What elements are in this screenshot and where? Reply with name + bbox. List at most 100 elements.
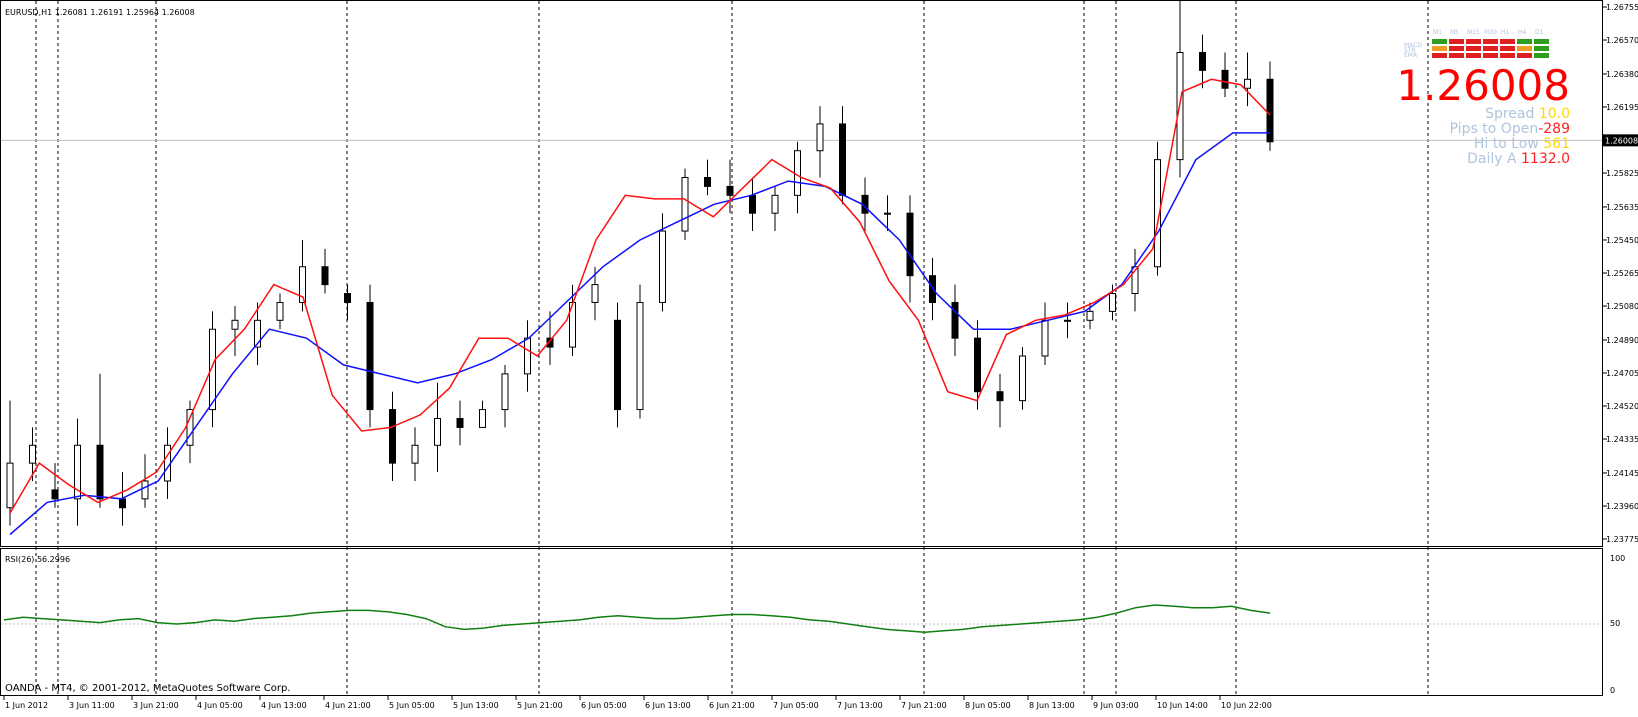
candle-body <box>1019 355 1026 402</box>
price-tick-label: 1.25265 <box>1606 269 1638 278</box>
candle-body <box>1109 293 1116 312</box>
candle-body <box>411 444 419 464</box>
current-price-tag-label: 1.26008 <box>1605 136 1638 145</box>
time-tick-label: 8 Jun 13:00 <box>1029 701 1075 710</box>
time-tick-label: 1 Jun 2012 <box>5 701 48 710</box>
price-tick-label: 1.25450 <box>1606 236 1638 245</box>
dashboard-cell <box>1517 39 1532 44</box>
price-tick-label: 1.26195 <box>1606 103 1638 112</box>
price-tick-label: 1.23960 <box>1606 502 1638 511</box>
candle-body <box>1086 310 1094 321</box>
candle-body <box>614 319 621 411</box>
chart-header: EURUSD,H1 1.26081 1.26191 1.25964 1.2600… <box>5 8 195 17</box>
candle-body <box>1199 52 1206 71</box>
dashboard-cell <box>1483 53 1498 58</box>
candle-body <box>389 409 396 464</box>
candle-body <box>1244 78 1251 89</box>
hi-to-low-readout: Hi to Low 561 <box>1474 136 1570 152</box>
big-price: 1.26008 <box>1396 61 1570 110</box>
dashboard-row-label: EMA <box>1404 52 1418 59</box>
dashboard-cell <box>1449 46 1464 51</box>
candle-body <box>681 176 689 232</box>
candle-body <box>749 194 756 214</box>
candle-body <box>524 337 531 375</box>
candle-body <box>1064 319 1071 322</box>
copyright-text: OANDA - MT4, © 2001-2012, MetaQuotes Sof… <box>5 683 290 694</box>
dashboard-cell <box>1500 53 1515 58</box>
dashboard-row-label: STR <box>1404 47 1416 54</box>
time-tick-label: 10 Jun 14:00 <box>1157 701 1208 710</box>
price-tick-label: 1.26570 <box>1606 36 1638 45</box>
candle-body <box>771 194 779 214</box>
candle-body <box>659 230 666 303</box>
spread-readout: Spread 10.0 <box>1485 106 1570 122</box>
dashboard-cell <box>1500 46 1515 51</box>
candle-body <box>456 417 464 428</box>
candle-body <box>996 391 1004 402</box>
main-panel-frame <box>0 0 1603 547</box>
candle-body <box>1221 69 1229 89</box>
dashboard-timeframe: D1 <box>1535 29 1544 36</box>
time-tick-label: 3 Jun 21:00 <box>133 701 179 710</box>
price-tick-label: 1.26380 <box>1606 70 1638 79</box>
candle-body <box>231 319 239 330</box>
time-tick-label: 10 Jun 22:00 <box>1221 701 1272 710</box>
rsi-panel-frame <box>0 548 1603 696</box>
time-tick-label: 7 Jun 05:00 <box>773 701 819 710</box>
candle-body <box>6 462 14 509</box>
candle-body <box>591 284 599 303</box>
dashboard-cell <box>1534 53 1549 58</box>
rsi-line <box>3 604 1271 633</box>
dashboard-timeframe: M1 <box>1433 29 1442 36</box>
dashboard-timeframe: M15 <box>1467 29 1480 36</box>
price-tick-label: 1.24890 <box>1606 336 1638 345</box>
dashboard-cell <box>1432 53 1447 58</box>
dashboard-cell <box>1483 39 1498 44</box>
candle-body <box>816 123 824 152</box>
time-tick-label: 7 Jun 13:00 <box>837 701 883 710</box>
moving-averages <box>9 78 1271 536</box>
candle-body <box>254 319 261 348</box>
price-tick-label: 1.25080 <box>1606 302 1638 311</box>
dashboard-timeframe: H4 <box>1518 29 1527 36</box>
time-tick-label: 4 Jun 21:00 <box>325 701 371 710</box>
candle-body <box>209 328 216 411</box>
candle-body <box>839 123 846 196</box>
price-tick-label: 1.26755 <box>1606 3 1638 12</box>
candle-body <box>704 176 711 187</box>
candle-body <box>299 266 306 303</box>
candle-body <box>974 337 981 393</box>
candle-body <box>164 444 171 482</box>
rsi-axis-0: 0 <box>1610 686 1615 695</box>
time-tick-label: 8 Jun 05:00 <box>965 701 1011 710</box>
price-tick-label: 1.24335 <box>1606 435 1638 444</box>
price-tick-label: 1.24145 <box>1606 469 1638 478</box>
price-tick-label: 1.24705 <box>1606 369 1638 378</box>
current-price-tag <box>1603 134 1638 147</box>
time-tick-label: 6 Jun 13:00 <box>645 701 691 710</box>
pips-to-open-readout: Pips to Open-289 <box>1450 121 1570 137</box>
dashboard-row-label: MACD <box>1404 42 1422 49</box>
candle-body <box>794 150 801 196</box>
dashboard-cell <box>1466 46 1481 51</box>
time-tick-label: 9 Jun 03:00 <box>1093 701 1139 710</box>
price-tick-label: 1.25635 <box>1606 203 1638 212</box>
dashboard-cell <box>1432 39 1447 44</box>
dashboard-cell <box>1449 39 1464 44</box>
dashboard-timeframe: M30 <box>1484 29 1497 36</box>
candle-body <box>29 444 36 464</box>
time-tick-label: 5 Jun 21:00 <box>517 701 563 710</box>
candle-body <box>141 480 149 500</box>
dashboard-cell <box>1517 46 1532 51</box>
price-axis: 1.26755 1.26570 1.26380 1.26195 1.26008 1.258… <box>1602 3 1638 544</box>
candlestick-series <box>6 0 1274 526</box>
candle-body <box>1266 78 1274 143</box>
dashboard-cell <box>1517 53 1532 58</box>
dashboard-cell <box>1466 53 1481 58</box>
price-tick-label: 1.24520 <box>1606 402 1638 411</box>
time-tick-label: 3 Jun 11:00 <box>69 701 115 710</box>
candle-body <box>434 417 441 446</box>
candle-body <box>51 489 59 500</box>
